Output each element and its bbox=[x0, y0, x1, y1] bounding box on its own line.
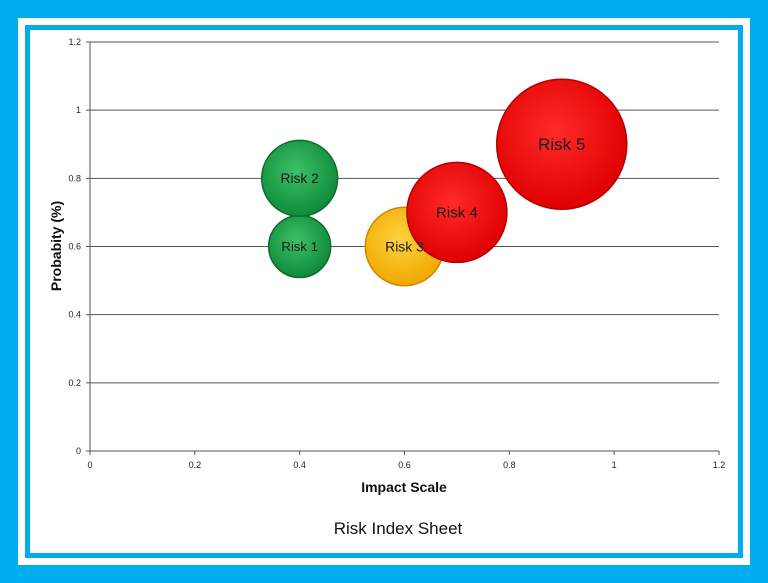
x-tick-label: 0.8 bbox=[503, 460, 516, 470]
x-tick-label: 0 bbox=[87, 460, 92, 470]
y-tick-label: 0.4 bbox=[68, 310, 81, 320]
y-axis-title: Probabity (%) bbox=[48, 201, 64, 291]
y-tick-label: 0.6 bbox=[68, 242, 81, 252]
bubble-label: Risk 4 bbox=[436, 205, 478, 222]
x-tick-label: 1.2 bbox=[713, 460, 726, 470]
x-tick-label: 0.6 bbox=[398, 460, 411, 470]
y-tick-label: 0.2 bbox=[68, 378, 81, 388]
bubbles bbox=[260, 78, 628, 287]
bubble-label: Risk 5 bbox=[538, 135, 585, 154]
y-tick-label: 0.8 bbox=[68, 173, 81, 183]
bubble-label: Risk 3 bbox=[385, 238, 424, 254]
x-tick-label: 0.4 bbox=[293, 460, 306, 470]
y-tick-label: 1 bbox=[76, 105, 81, 115]
x-tick-label: 0.2 bbox=[189, 460, 202, 470]
x-tick-label: 1 bbox=[612, 460, 617, 470]
y-tick-label: 1.2 bbox=[68, 37, 81, 47]
bubble-label: Risk 2 bbox=[280, 171, 318, 186]
bubble-risk-5 bbox=[495, 78, 628, 211]
bubble-labels: Risk 1 Risk 2 Risk 3 Risk 4 Risk 5 bbox=[280, 135, 585, 254]
y-tick-label: 0 bbox=[76, 446, 81, 456]
x-axis-title: Impact Scale bbox=[361, 479, 447, 495]
chart-title: Risk Index Sheet bbox=[334, 519, 463, 538]
bubble-risk-2 bbox=[260, 139, 339, 218]
bubble-label: Risk 1 bbox=[281, 239, 318, 254]
bubble-risk-4 bbox=[406, 161, 508, 264]
axes: 0 0.2 0.4 0.6 0.8 1 1.2 0 0.2 0.4 0.6 0.8 1 1.2 bbox=[68, 37, 725, 470]
chart-panel bbox=[25, 25, 743, 558]
